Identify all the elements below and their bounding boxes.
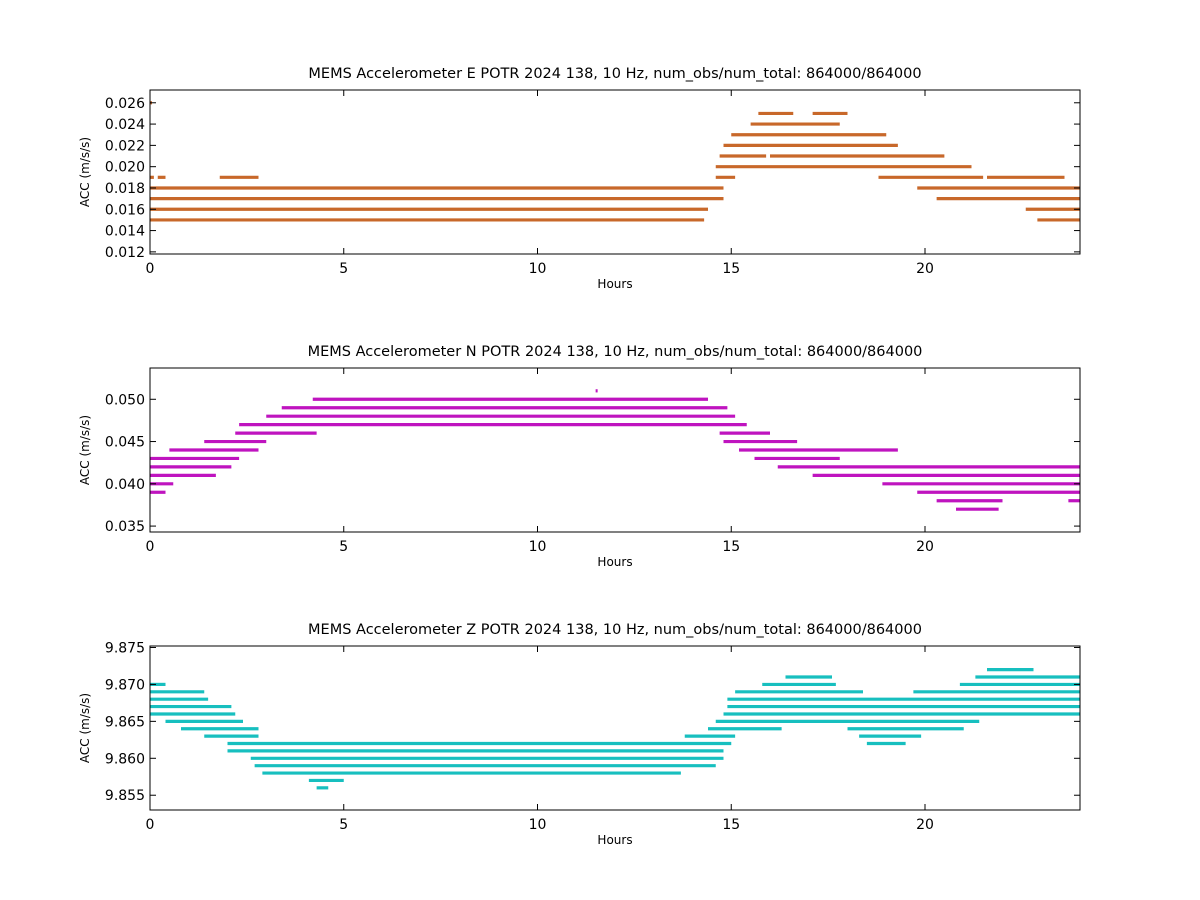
x-tick-label: 20: [916, 539, 934, 555]
y-tick-label: 0.040: [105, 477, 145, 493]
data-series: [150, 668, 1080, 790]
y-axis-label: ACC (m/s/s): [78, 693, 92, 763]
data-series: [150, 101, 1080, 222]
y-tick-label: 0.018: [105, 181, 145, 197]
y-tick-label: 9.870: [105, 677, 145, 693]
x-axis-label: Hours: [597, 833, 632, 847]
chart-title: MEMS Accelerometer Z POTR 2024 138, 10 H…: [308, 622, 922, 638]
x-axis-label: Hours: [597, 277, 632, 291]
x-tick-label: 0: [146, 539, 155, 555]
y-tick-label: 9.860: [105, 751, 145, 767]
y-tick-label: 0.022: [105, 138, 145, 154]
axes-frame: [149, 645, 1081, 811]
x-tick-label: 0: [146, 261, 155, 277]
y-tick-label: 0.020: [105, 160, 145, 176]
x-tick-label: 20: [916, 817, 934, 833]
x-tick-label: 15: [722, 539, 740, 555]
y-axis-label: ACC (m/s/s): [78, 137, 92, 207]
x-tick-label: 5: [339, 539, 348, 555]
x-tick-label: 0: [146, 817, 155, 833]
x-tick-label: 10: [529, 261, 547, 277]
x-tick-label: 20: [916, 261, 934, 277]
chart-panel-2: 0 5 10 15 20 9.855 9.860 9.865 9.870 9.875 MEMS Ac…: [78, 622, 1081, 847]
chart-panel-1: 0 5 10 15 20 0.035 0.040 0.045 0.050 MEMS Acceler…: [78, 344, 1081, 569]
y-tick-label: 0.016: [105, 202, 145, 218]
chart-title: MEMS Accelerometer N POTR 2024 138, 10 H…: [308, 344, 923, 360]
y-tick-label: 0.012: [105, 245, 145, 261]
chart-title: MEMS Accelerometer E POTR 2024 138, 10 H…: [308, 66, 921, 82]
x-tick-label: 10: [529, 539, 547, 555]
y-tick-label: 0.050: [105, 392, 145, 408]
data-series: [150, 389, 1080, 511]
x-tick-label: 15: [722, 261, 740, 277]
y-tick-label: 0.045: [105, 435, 145, 451]
axes-frame: [149, 367, 1081, 533]
y-axis-label: ACC (m/s/s): [78, 415, 92, 485]
y-tick-label: 0.026: [105, 96, 145, 112]
x-tick-label: 15: [722, 817, 740, 833]
chart-panel-0: 0 5 10 15 20 0.012 0.014 0.016 0.018 0.020 0.022 0.…: [78, 66, 1081, 291]
y-tick-label: 9.865: [105, 714, 145, 730]
x-axis-label: Hours: [597, 555, 632, 569]
y-tick-label: 9.855: [105, 788, 145, 804]
axes-frame: [149, 89, 1081, 255]
x-tick-label: 5: [339, 817, 348, 833]
y-tick-label: 0.024: [105, 117, 145, 133]
x-tick-label: 10: [529, 817, 547, 833]
y-tick-label: 0.014: [105, 224, 145, 240]
y-tick-label: 9.875: [105, 640, 145, 656]
x-tick-label: 5: [339, 261, 348, 277]
y-tick-label: 0.035: [105, 519, 145, 535]
